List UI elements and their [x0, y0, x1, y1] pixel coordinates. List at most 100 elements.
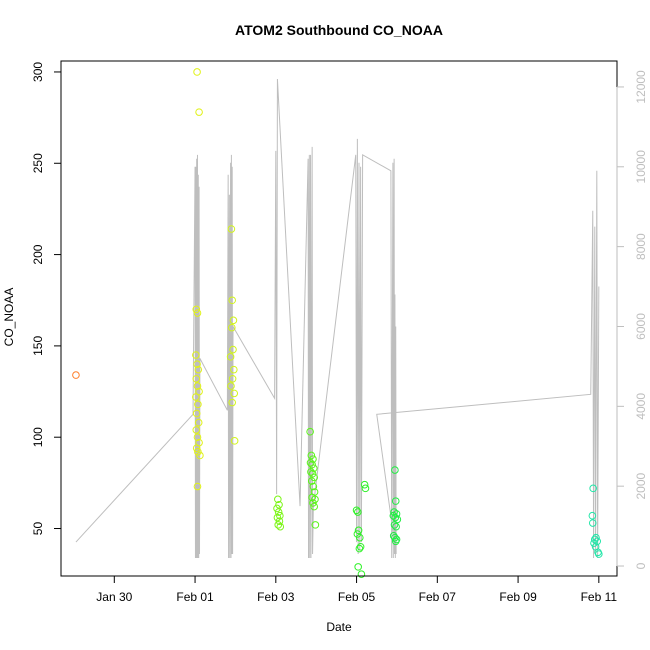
data-point: [275, 500, 283, 509]
y2-tick-label: 4000: [634, 393, 648, 420]
y-axis-label: CO_NOAA: [2, 288, 16, 347]
data-point: [391, 533, 399, 542]
data-point: [391, 466, 399, 474]
y2-tick-label: 6000: [634, 313, 648, 340]
data-point: [391, 537, 400, 546]
x-axis-label: Date: [326, 620, 352, 634]
data-point: [227, 382, 235, 390]
data-point: [230, 389, 239, 398]
data-point: [192, 351, 200, 359]
data-point: [356, 542, 365, 551]
data-point: [311, 495, 319, 504]
data-point: [391, 497, 400, 505]
data-point: [307, 477, 316, 485]
y2-tick-label: 0: [634, 562, 648, 569]
data-point: [357, 570, 366, 578]
data-point: [275, 517, 284, 526]
data-point: [192, 305, 201, 314]
data-point: [352, 506, 361, 515]
data-point: [360, 480, 369, 489]
data-point: [193, 382, 202, 390]
x-tick-label: Feb 03: [257, 590, 295, 604]
data-point: [273, 513, 282, 522]
x-tick-label: Feb 11: [581, 590, 618, 604]
data-point: [309, 499, 317, 507]
scatter-points-layer: [72, 68, 603, 578]
y2-tick-label: 8000: [634, 233, 648, 260]
data-point: [354, 563, 362, 571]
data-point: [192, 374, 201, 383]
data-point: [307, 451, 316, 460]
data-point: [193, 68, 201, 76]
data-point: [195, 108, 203, 116]
x-axis: Jan 30 Feb 01 Feb 03 Feb 05 Feb 07 Feb 09 Feb …: [96, 575, 618, 604]
data-point: [588, 511, 597, 520]
data-point: [193, 482, 202, 491]
data-point: [355, 544, 364, 553]
data-point: [590, 535, 599, 544]
data-point: [228, 374, 237, 383]
data-point: [589, 484, 597, 493]
data-point: [361, 484, 370, 493]
data-point: [229, 345, 237, 354]
data-point: [306, 427, 314, 436]
data-point: [274, 521, 283, 529]
data-point: [195, 387, 203, 396]
data-point: [192, 409, 201, 418]
secondary-series-layer: [75, 78, 600, 559]
data-point: [72, 371, 80, 379]
x-tick-label: Feb 05: [338, 590, 376, 604]
data-point: [273, 504, 281, 513]
data-point: [390, 521, 399, 529]
data-point: [308, 469, 317, 478]
data-point: [276, 522, 285, 531]
data-point: [353, 508, 362, 516]
data-point: [192, 393, 200, 401]
data-point: [306, 458, 315, 467]
altitude-line: [75, 78, 600, 559]
data-point: [194, 448, 202, 456]
y2-tick-label: 10000: [634, 150, 648, 184]
x-tick-label: Feb 01: [176, 590, 214, 604]
y2-tick-label: 2000: [634, 473, 648, 500]
y-tick-label: 50: [31, 522, 45, 536]
data-point: [354, 526, 363, 535]
data-point: [588, 519, 597, 527]
data-point: [227, 225, 236, 233]
data-point: [192, 426, 201, 434]
data-point: [228, 398, 236, 407]
data-point: [194, 418, 203, 427]
data-point: [390, 508, 398, 516]
data-point: [595, 550, 603, 558]
y-tick-label: 100: [31, 427, 45, 447]
data-point: [194, 365, 203, 374]
data-point: [229, 316, 238, 325]
data-point: [193, 360, 201, 368]
data-point: [308, 460, 316, 469]
y-tick-label: 150: [31, 336, 45, 356]
data-point: [228, 323, 236, 332]
data-point: [226, 353, 235, 361]
y2-tick-label: 12000: [634, 70, 648, 104]
data-point: [196, 451, 204, 460]
data-point: [391, 513, 400, 522]
data-point: [192, 444, 201, 452]
data-point: [355, 533, 364, 542]
data-point: [274, 495, 282, 504]
y-tick-label: 200: [31, 244, 45, 264]
y-tick-label: 300: [31, 62, 45, 82]
data-point: [590, 539, 598, 547]
data-point: [310, 502, 318, 511]
chart-title: ATOM2 Southbound CO_NOAA: [235, 22, 443, 38]
x-tick-label: Jan 30: [96, 590, 132, 604]
x-tick-label: Feb 09: [499, 590, 537, 604]
plot-frame: [60, 60, 618, 577]
x-tick-label: Feb 07: [419, 590, 457, 604]
data-point: [230, 437, 239, 445]
data-point: [193, 309, 202, 317]
data-point: [307, 468, 315, 476]
y-axis: 50 100 150 200 250 300: [31, 62, 62, 536]
data-point: [274, 508, 283, 516]
data-point: [230, 365, 238, 374]
